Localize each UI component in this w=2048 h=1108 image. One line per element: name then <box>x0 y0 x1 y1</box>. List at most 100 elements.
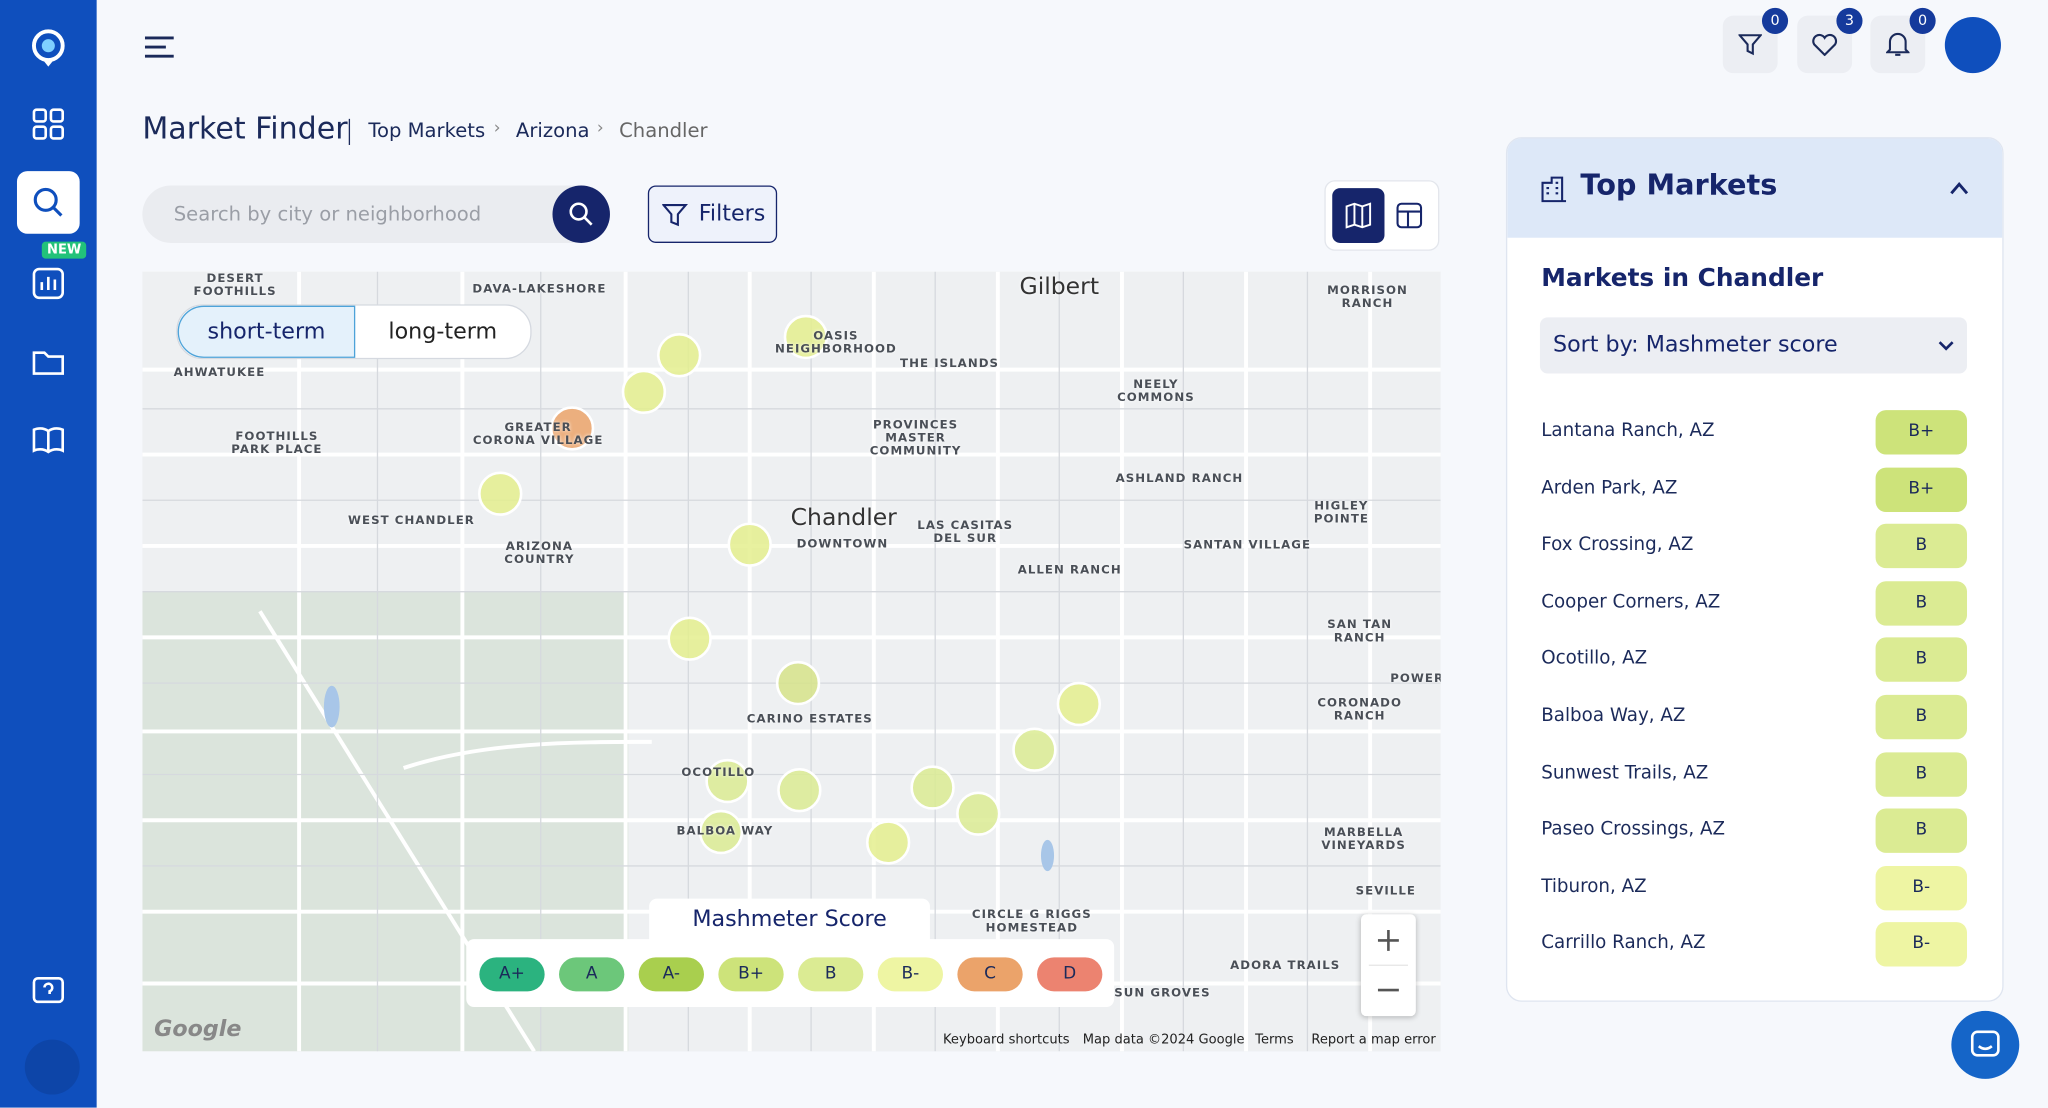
map-label: ARIZONA COUNTRY <box>504 540 575 567</box>
book-icon[interactable] <box>29 421 68 460</box>
map-label: SAN TAN RANCH <box>1327 619 1393 646</box>
map-label: DAVA-LAKESHORE <box>472 283 607 297</box>
search-box[interactable]: Search by city or neighborhood <box>142 185 610 243</box>
market-name: Lantana Ranch, AZ <box>1541 420 1715 442</box>
filters-label: Filters <box>698 201 766 228</box>
map-label: WEST CHANDLER <box>347 514 475 528</box>
map-label: PROVINCES MASTER COMMUNITY <box>869 419 962 459</box>
map-label: ASHLAND RANCH <box>1115 472 1244 486</box>
market-grade: B+ <box>1875 467 1968 512</box>
map-label: CIRCLE G RIGGS HOMESTEAD <box>971 909 1092 936</box>
crumb-sep: › <box>596 118 604 139</box>
map-logo: Google <box>154 1016 242 1043</box>
market-name: Fox Crossing, AZ <box>1541 534 1694 556</box>
market-name: Balboa Way, AZ <box>1541 705 1686 727</box>
dashboard-icon[interactable] <box>29 104 68 143</box>
help-icon[interactable] <box>29 973 68 1012</box>
badge: 0 <box>1761 7 1789 34</box>
zoom-control <box>1360 914 1416 1017</box>
filter-button[interactable]: 0 <box>1722 7 1789 74</box>
market-row[interactable]: Paseo Crossings, AZ B <box>1541 808 1968 854</box>
panel-header[interactable]: Top Markets <box>1507 138 2003 238</box>
new-badge: NEW <box>41 241 87 259</box>
map-label: DOWNTOWN <box>796 538 889 552</box>
legend-grade: B <box>798 957 864 992</box>
panel-title: Top Markets <box>1580 169 1778 203</box>
short-term-tab[interactable]: short-term <box>177 305 356 358</box>
map-footer-link[interactable]: Keyboard shortcuts <box>943 1033 1070 1048</box>
legend-grade: B+ <box>718 957 784 992</box>
market-row[interactable]: Ocotillo, AZ B <box>1541 637 1968 683</box>
market-grade: B+ <box>1875 410 1968 455</box>
market-name: Ocotillo, AZ <box>1541 648 1648 670</box>
map-footer-text: Map data ©2024 Google <box>1082 1033 1245 1048</box>
logo <box>31 29 65 67</box>
map-footer-link[interactable]: Terms <box>1255 1033 1294 1048</box>
map-label: NEELY COMMONS <box>1117 378 1195 405</box>
map-footer-link[interactable]: Report a map error <box>1311 1033 1436 1048</box>
search-button[interactable] <box>552 185 610 243</box>
search-nav[interactable] <box>16 171 80 234</box>
map-label: DESERT FOOTHILLS <box>193 272 277 300</box>
map-label: CARINO ESTATES <box>746 713 873 727</box>
profile-avatar[interactable] <box>1944 16 2001 74</box>
market-grade: B <box>1875 751 1968 797</box>
badge: 3 <box>1836 7 1863 34</box>
sidebar: NEW <box>0 0 97 1108</box>
market-grade: B <box>1875 808 1968 854</box>
panel-subtitle: Markets in Chandler <box>1541 263 1824 293</box>
long-term-tab[interactable]: long-term <box>388 318 498 345</box>
crumb[interactable]: Top Markets <box>368 118 486 143</box>
market-row[interactable]: Carrillo Ranch, AZ B- <box>1541 922 1968 968</box>
favorites-button[interactable]: 3 <box>1797 7 1863 74</box>
analytics-icon[interactable] <box>29 264 68 303</box>
user-avatar[interactable] <box>24 1039 80 1095</box>
map-view[interactable] <box>1332 188 1385 243</box>
map-label: MARBELLA VINEYARDS <box>1321 826 1406 853</box>
map-label: SEVILLE <box>1355 885 1416 899</box>
folder-icon[interactable] <box>29 342 68 381</box>
chat-button[interactable] <box>1951 1010 2020 1079</box>
market-row[interactable]: Tiburon, AZ B- <box>1541 865 1968 911</box>
market-grade: B <box>1875 523 1968 569</box>
market-row[interactable]: Cooper Corners, AZ B <box>1541 580 1968 626</box>
market-row[interactable]: Arden Park, AZ B+ <box>1541 467 1968 512</box>
map-label: GREATER CORONA VILLAGE <box>472 421 604 448</box>
map-label: LAS CASITAS DEL SUR <box>917 519 1014 546</box>
market-row[interactable]: Fox Crossing, AZ B <box>1541 523 1968 569</box>
view-toggle <box>1324 180 1440 251</box>
crumb: Chandler <box>619 118 708 143</box>
market-row[interactable]: Sunwest Trails, AZ B <box>1541 751 1968 797</box>
map-label: AHWATUKEE <box>173 367 266 381</box>
notifications-button[interactable]: 0 <box>1870 7 1936 74</box>
menu-icon[interactable] <box>144 34 178 60</box>
map-label: OCOTILLO <box>681 766 756 780</box>
market-name: Tiburon, AZ <box>1541 876 1647 898</box>
divider <box>348 118 351 145</box>
filters-button[interactable]: Filters <box>647 185 778 243</box>
market-row[interactable]: Lantana Ranch, AZ B+ <box>1541 410 1968 455</box>
legend-grade: D <box>1037 957 1103 992</box>
map-label: Gilbert <box>1019 272 1100 301</box>
map-label: Chandler <box>790 504 897 532</box>
market-name: Cooper Corners, AZ <box>1541 591 1721 613</box>
table-view[interactable] <box>1396 202 1423 229</box>
term-toggle: short-term long-term <box>176 304 532 360</box>
market-name: Paseo Crossings, AZ <box>1541 819 1726 841</box>
market-grade: B <box>1875 694 1968 740</box>
sort-label: Sort by: Mashmeter score <box>1552 331 1838 358</box>
legend-grade: A+ <box>479 957 545 992</box>
market-grade: B <box>1875 580 1968 626</box>
map-label: THE ISLANDS <box>900 357 1000 371</box>
market-name: Arden Park, AZ <box>1541 477 1678 499</box>
market-row[interactable]: Balboa Way, AZ B <box>1541 694 1968 740</box>
map-label: CORONADO RANCH <box>1317 697 1403 724</box>
market-grade: B- <box>1875 922 1968 968</box>
sort-select[interactable]: Sort by: Mashmeter score <box>1539 317 1968 374</box>
crumb[interactable]: Arizona <box>515 118 590 143</box>
search-placeholder: Search by city or neighborhood <box>173 202 482 226</box>
market-grade: B <box>1875 637 1968 683</box>
market-grade: B- <box>1875 865 1968 911</box>
